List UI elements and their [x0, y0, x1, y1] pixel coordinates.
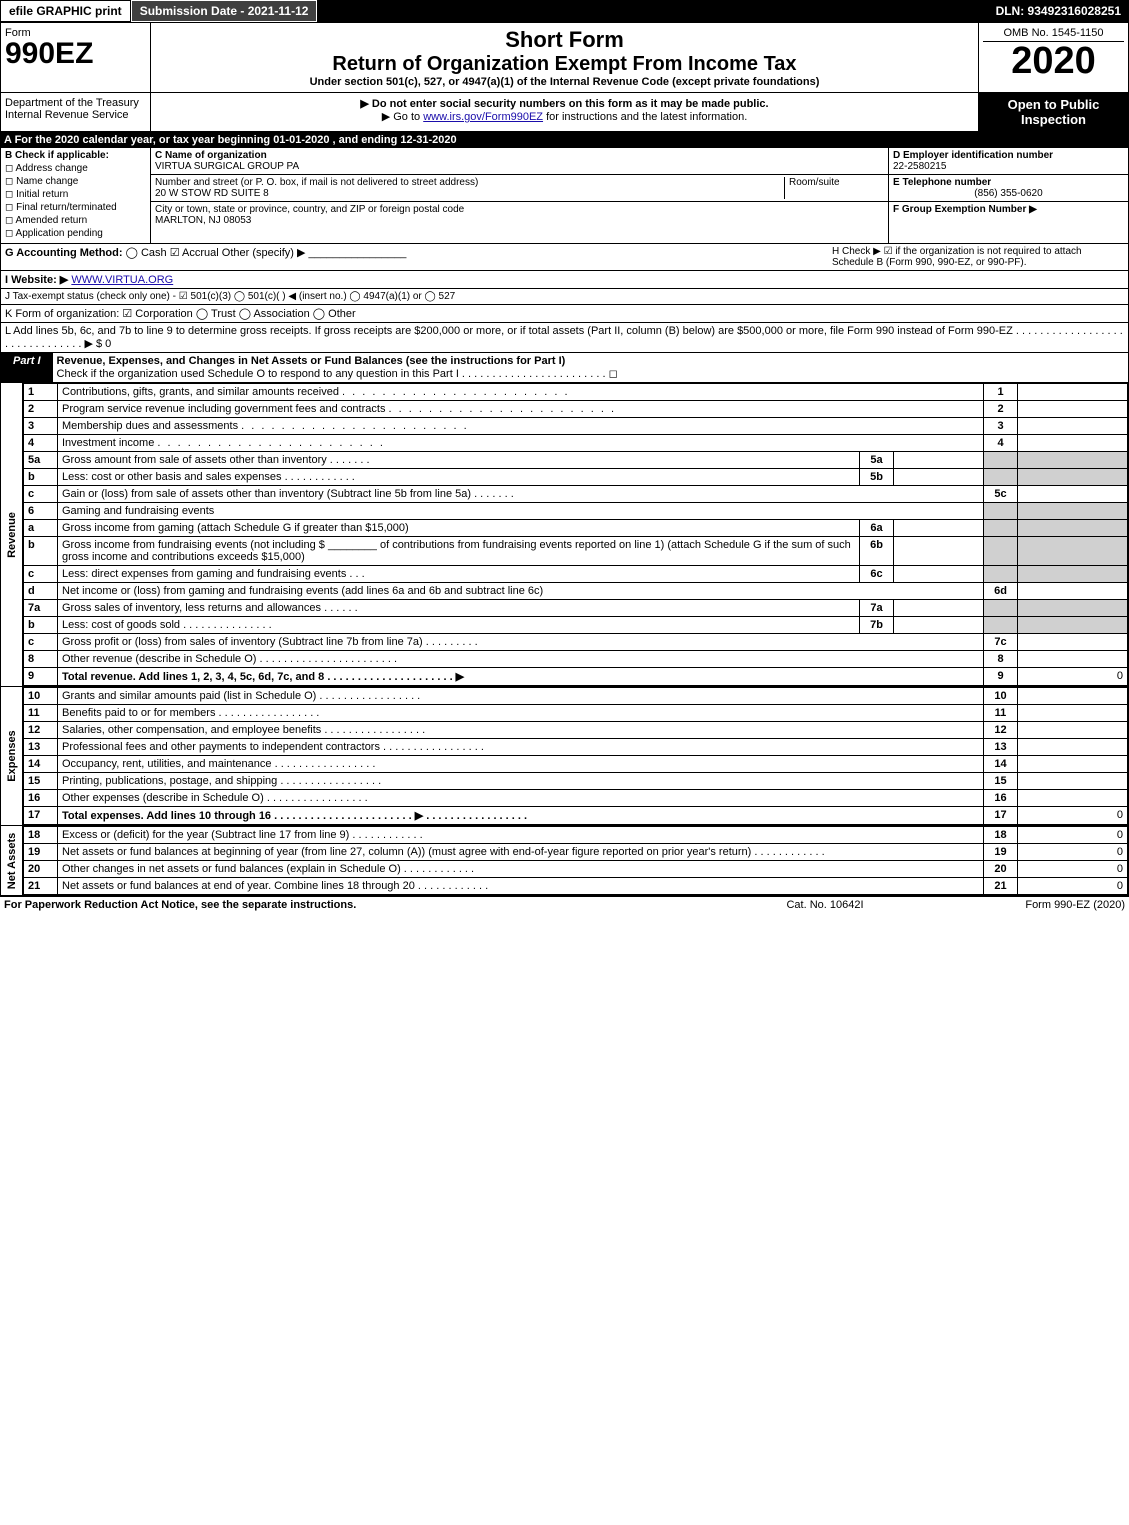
- header-center: Short Form Return of Organization Exempt…: [151, 23, 978, 92]
- section-j: J Tax-exempt status (check only one) - ☑…: [0, 289, 1129, 305]
- g-label: G Accounting Method:: [5, 247, 123, 259]
- return-title: Return of Organization Exempt From Incom…: [159, 53, 970, 76]
- info-grid: B Check if applicable: ◻ Address change …: [0, 148, 1129, 244]
- notices: ▶ Do not enter social security numbers o…: [151, 93, 978, 131]
- group-exemption-block: F Group Exemption Number ▶: [889, 202, 1128, 217]
- line-3-text: Membership dues and assessments: [62, 420, 238, 432]
- chk-address-change[interactable]: ◻ Address change: [5, 163, 146, 174]
- dept-treasury: Department of the Treasury Internal Reve…: [1, 93, 151, 131]
- part1-check: Check if the organization used Schedule …: [57, 368, 618, 380]
- topbar-spacer: [317, 0, 987, 22]
- chk-amended-return[interactable]: ◻ Amended return: [5, 215, 146, 226]
- chk-label-1: Name change: [16, 176, 78, 187]
- header: Form 990EZ Short Form Return of Organiza…: [0, 22, 1129, 93]
- short-form-title: Short Form: [159, 27, 970, 53]
- section-c: C Name of organization VIRTUA SURGICAL G…: [151, 148, 888, 243]
- netassets-text: Net Assets: [6, 832, 18, 888]
- chk-final-return[interactable]: ◻ Final return/terminated: [5, 202, 146, 213]
- street-label: Number and street (or P. O. box, if mail…: [155, 177, 478, 188]
- city-block: City or town, state or province, country…: [151, 202, 888, 228]
- ein-label: D Employer identification number: [893, 150, 1053, 161]
- efile-label: efile GRAPHIC print: [0, 0, 131, 22]
- chk-name-change[interactable]: ◻ Name change: [5, 176, 146, 187]
- chk-label-0: Address change: [16, 163, 88, 174]
- part1-title-block: Revenue, Expenses, and Changes in Net As…: [53, 353, 1128, 382]
- street-value: 20 W STOW RD SUITE 8: [155, 188, 269, 199]
- footer-mid: Cat. No. 10642I: [725, 899, 925, 911]
- revenue-table: 1Contributions, gifts, grants, and simil…: [23, 383, 1128, 686]
- chk-label-2: Initial return: [16, 189, 68, 200]
- top-bar: efile GRAPHIC print Submission Date - 20…: [0, 0, 1129, 22]
- section-gh: G Accounting Method: ◯ Cash ☑ Accrual Ot…: [0, 244, 1129, 271]
- netassets-section: Net Assets 18Excess or (deficit) for the…: [0, 826, 1129, 896]
- section-def: D Employer identification number 22-2580…: [888, 148, 1128, 243]
- part1-header: Part I Revenue, Expenses, and Changes in…: [0, 353, 1129, 383]
- footer-right: Form 990-EZ (2020): [925, 899, 1125, 911]
- notice-2-pre: ▶ Go to: [382, 111, 423, 123]
- section-b-title: B Check if applicable:: [5, 150, 109, 161]
- form-number: 990EZ: [5, 39, 146, 69]
- g-cash: Cash: [141, 247, 167, 259]
- line-4-text: Investment income: [62, 437, 154, 449]
- expenses-table: 10Grants and similar amounts paid (list …: [23, 687, 1128, 825]
- chk-label-5: Application pending: [16, 228, 103, 239]
- under-section-text: Under section 501(c), 527, or 4947(a)(1)…: [159, 76, 970, 88]
- open-public-inspection: Open to Public Inspection: [978, 93, 1128, 131]
- chk-initial-return[interactable]: ◻ Initial return: [5, 189, 146, 200]
- expenses-side-label: Expenses: [1, 687, 23, 825]
- notice-2-post: for instructions and the latest informat…: [543, 111, 747, 123]
- netassets-table: 18Excess or (deficit) for the year (Subt…: [23, 826, 1128, 895]
- city-label: City or town, state or province, country…: [155, 204, 464, 215]
- street-block: Number and street (or P. O. box, if mail…: [151, 175, 888, 202]
- tax-year: 2020: [983, 42, 1124, 80]
- line-a: A For the 2020 calendar year, or tax yea…: [0, 132, 1129, 148]
- i-label: I Website: ▶: [5, 274, 68, 286]
- netassets-side-label: Net Assets: [1, 826, 23, 895]
- chk-application-pending[interactable]: ◻ Application pending: [5, 228, 146, 239]
- header-right: OMB No. 1545-1150 2020: [978, 23, 1128, 92]
- revenue-side-label: Revenue: [1, 383, 23, 686]
- chk-label-3: Final return/terminated: [16, 202, 117, 213]
- ein-block: D Employer identification number 22-2580…: [889, 148, 1128, 175]
- phone-value: (856) 355-0620: [893, 188, 1124, 199]
- phone-label: E Telephone number: [893, 177, 991, 188]
- expenses-text: Expenses: [6, 730, 18, 781]
- header-left: Form 990EZ: [1, 23, 151, 92]
- dln-label: DLN: 93492316028251: [988, 0, 1129, 22]
- org-name: VIRTUA SURGICAL GROUP PA: [155, 161, 299, 172]
- section-b: B Check if applicable: ◻ Address change …: [1, 148, 151, 243]
- expenses-section: Expenses 10Grants and similar amounts pa…: [0, 687, 1129, 826]
- city-value: MARLTON, NJ 08053: [155, 215, 251, 226]
- revenue-section: Revenue 1Contributions, gifts, grants, a…: [0, 383, 1129, 687]
- section-k: K Form of organization: ☑ Corporation ◯ …: [0, 305, 1129, 323]
- group-label: F Group Exemption Number ▶: [893, 204, 1037, 215]
- line-2-text: Program service revenue including govern…: [62, 403, 385, 415]
- section-l: L Add lines 5b, 6c, and 7b to line 9 to …: [0, 323, 1129, 353]
- line-1-text: Contributions, gifts, grants, and simila…: [62, 386, 339, 398]
- footer-left: For Paperwork Reduction Act Notice, see …: [4, 899, 725, 911]
- notice-2: ▶ Go to www.irs.gov/Form990EZ for instru…: [155, 110, 974, 123]
- ein-value: 22-2580215: [893, 161, 946, 172]
- part1-title: Revenue, Expenses, and Changes in Net As…: [57, 355, 566, 367]
- notice-1: ▶ Do not enter social security numbers o…: [155, 97, 974, 110]
- website-link[interactable]: WWW.VIRTUA.ORG: [71, 274, 173, 286]
- section-g: G Accounting Method: ◯ Cash ☑ Accrual Ot…: [5, 246, 824, 268]
- section-h: H Check ▶ ☑ if the organization is not r…: [824, 246, 1124, 268]
- phone-block: E Telephone number (856) 355-0620: [889, 175, 1128, 202]
- part1-label: Part I: [1, 353, 53, 382]
- chk-label-4: Amended return: [16, 215, 88, 226]
- g-accrual: Accrual: [182, 247, 219, 259]
- revenue-text: Revenue: [6, 512, 18, 558]
- section-i: I Website: ▶ WWW.VIRTUA.ORG: [0, 271, 1129, 289]
- c-name-label: C Name of organization: [155, 150, 267, 161]
- header-row2: Department of the Treasury Internal Reve…: [0, 93, 1129, 132]
- footer: For Paperwork Reduction Act Notice, see …: [0, 896, 1129, 913]
- org-name-block: C Name of organization VIRTUA SURGICAL G…: [151, 148, 888, 175]
- room-label: Room/suite: [789, 177, 840, 188]
- g-other: Other (specify) ▶: [222, 247, 306, 259]
- irs-link[interactable]: www.irs.gov/Form990EZ: [423, 111, 543, 123]
- submission-date: Submission Date - 2021-11-12: [131, 0, 318, 22]
